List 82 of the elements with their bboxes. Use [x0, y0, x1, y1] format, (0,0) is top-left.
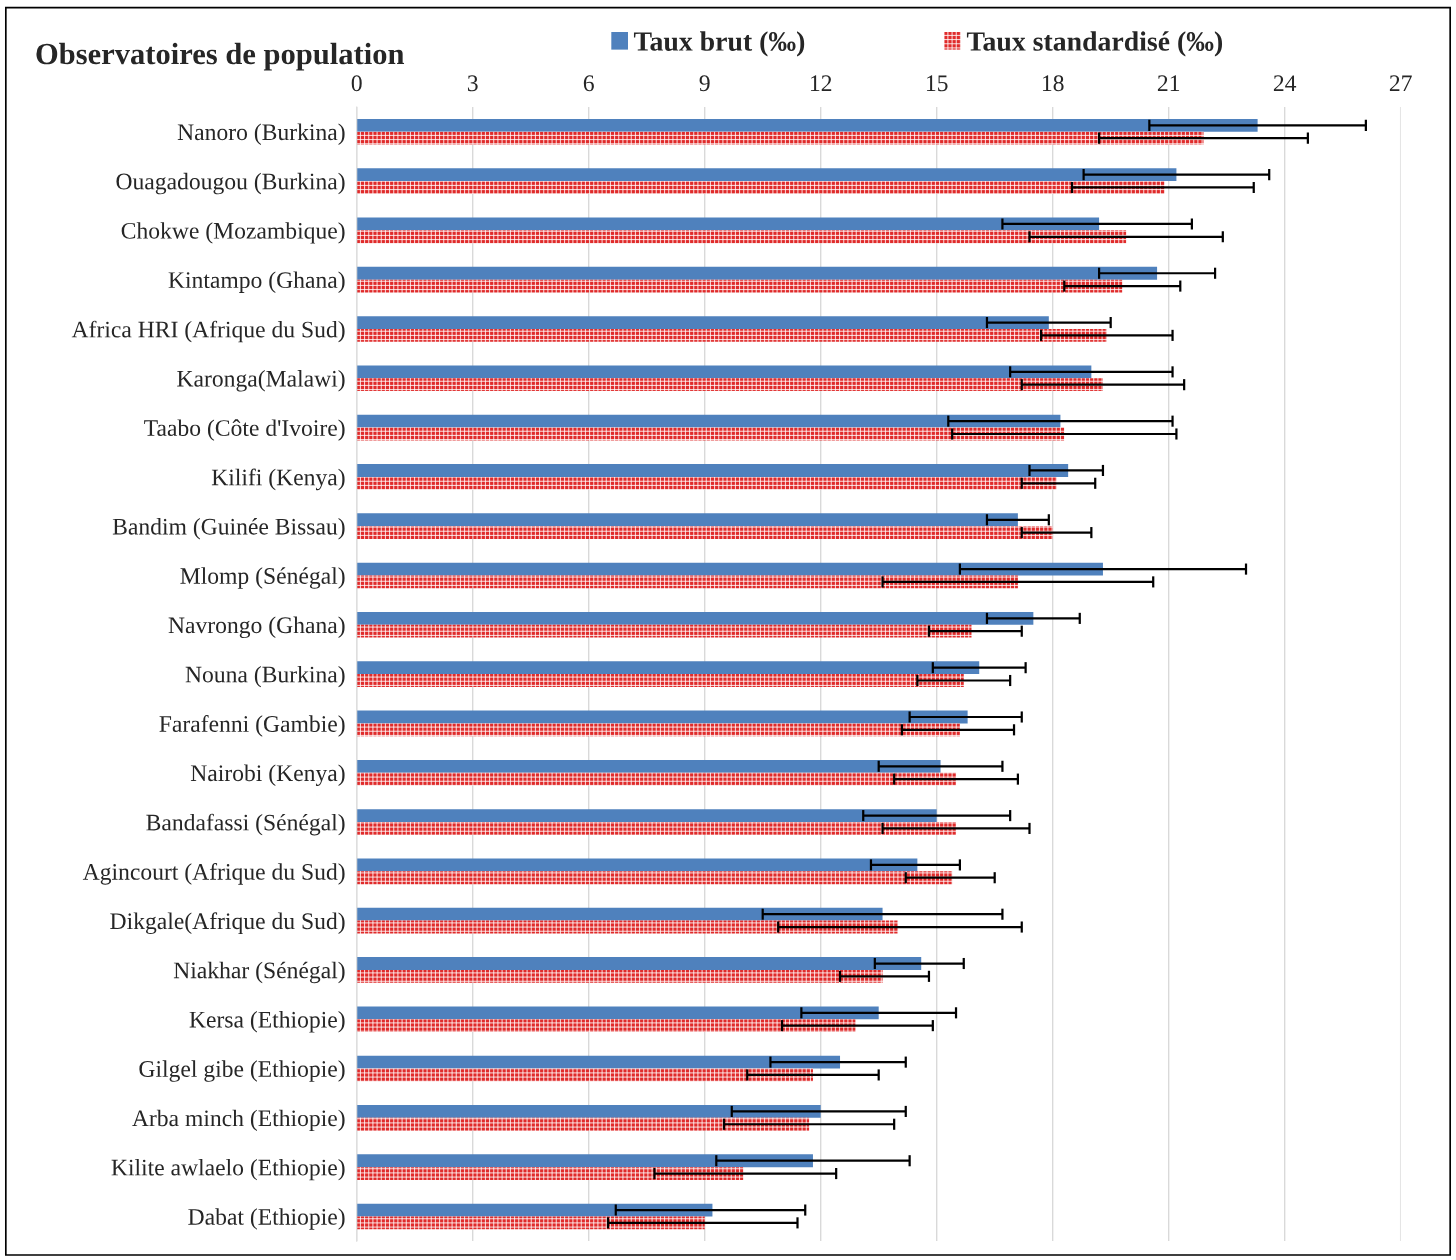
- y-tick-label: Kintampo (Ghana): [168, 271, 345, 293]
- bar: [356, 279, 1123, 293]
- bar: [356, 1216, 705, 1230]
- bar: [356, 575, 1018, 589]
- bar: [356, 1055, 841, 1069]
- y-tick-label: Bandafassi (Sénégal): [146, 813, 345, 836]
- y-tick-label: Africa HRI (Afrique du Sud): [71, 320, 345, 343]
- x-tick-label: 18: [1042, 75, 1064, 92]
- bar: [356, 1019, 856, 1033]
- bar: [356, 181, 1165, 194]
- bar: [356, 1006, 879, 1020]
- bar: [356, 1154, 813, 1168]
- y-tick-label: Bandim (Guinée Bissau): [112, 517, 345, 540]
- bar: [356, 1167, 744, 1180]
- y-tick-label: Agincourt (Afrique du Sud): [82, 863, 345, 885]
- x-tick-label: 3: [467, 75, 478, 92]
- y-tick-label: Kilifi (Kenya): [211, 468, 345, 491]
- bar: [356, 230, 1127, 244]
- y-tick-label: Gilgel gibe (Ethiopie): [139, 1060, 345, 1082]
- bar: [356, 661, 980, 675]
- y-tick-label: Taabo (Côte d'Ivoire): [144, 419, 345, 441]
- bar: [356, 328, 1107, 342]
- x-tick-label: 21: [1157, 75, 1180, 91]
- y-tick-label: Niakhar (Sénégal): [173, 961, 345, 984]
- x-tick-label: 15: [926, 75, 948, 92]
- bar: [356, 118, 1258, 132]
- bar: [356, 1117, 810, 1131]
- bar: [356, 920, 899, 934]
- y-tick-label: Chokwe (Mozambique): [121, 222, 345, 244]
- bar: [356, 772, 957, 786]
- y-tick-label: Dabat (Ethiopie): [188, 1208, 345, 1230]
- bar: [356, 1105, 821, 1118]
- y-tick-label: Mlomp (Sénégal): [180, 567, 345, 589]
- y-tick-label: Navrongo (Ghana): [168, 616, 345, 639]
- bar: [356, 674, 964, 687]
- bar: [356, 871, 953, 885]
- bar: [356, 562, 1103, 576]
- x-tick-label: 0: [351, 75, 362, 92]
- bar: [356, 957, 922, 970]
- bar: [356, 858, 918, 872]
- y-tick-label: Kersa (Ethiopie): [189, 1011, 345, 1033]
- x-tick-label: 12: [810, 75, 832, 91]
- bar: [356, 266, 1158, 280]
- y-tick-label: Nanoro (Burkina): [177, 123, 345, 145]
- bar: [356, 822, 957, 835]
- bar: [356, 378, 1103, 392]
- y-tick-label: Karonga(Malawi): [177, 370, 345, 392]
- x-tick-label: 6: [583, 75, 594, 92]
- bar: [356, 476, 1057, 490]
- bar: [356, 611, 1034, 625]
- bar: [356, 131, 1204, 145]
- bar: [356, 427, 1065, 441]
- bar: [356, 513, 1018, 527]
- y-tick-label: Kilite awlaelo (Ethiopie): [111, 1158, 345, 1181]
- y-tick-label: Farafenni (Gambie): [159, 715, 345, 737]
- legend-label: Taux brut (‰): [633, 31, 805, 57]
- bar: [356, 907, 883, 921]
- bar: [356, 365, 1092, 379]
- x-tick-label: 24: [1273, 75, 1297, 91]
- bar: [356, 316, 1049, 329]
- bar: [356, 710, 968, 724]
- bar: [356, 217, 1100, 231]
- bar: [356, 723, 960, 737]
- y-tick-label: Arba minch (Ethiopie): [132, 1109, 345, 1132]
- y-tick-label: Nouna (Burkina): [185, 665, 345, 688]
- bar: [356, 969, 883, 983]
- bar: [356, 809, 937, 823]
- legend-label: Taux standardisé (‰): [966, 31, 1223, 57]
- bar: [356, 414, 1061, 428]
- bar: [356, 624, 972, 638]
- y-tick-label: Dikgale(Afrique du Sud): [110, 912, 345, 935]
- bar: [356, 464, 1069, 477]
- bar: [356, 759, 941, 773]
- bar: [356, 1068, 813, 1082]
- bar: [356, 168, 1177, 182]
- bar: [356, 1203, 713, 1217]
- bar: [356, 526, 1053, 540]
- chart-title: Observatoires de population: [36, 42, 405, 71]
- y-tick-label: Ouagadougou (Burkina): [116, 172, 345, 195]
- x-tick-label: 9: [699, 75, 710, 92]
- y-tick-label: Nairobi (Kenya): [190, 764, 345, 786]
- x-tick-label: 27: [1389, 75, 1412, 91]
